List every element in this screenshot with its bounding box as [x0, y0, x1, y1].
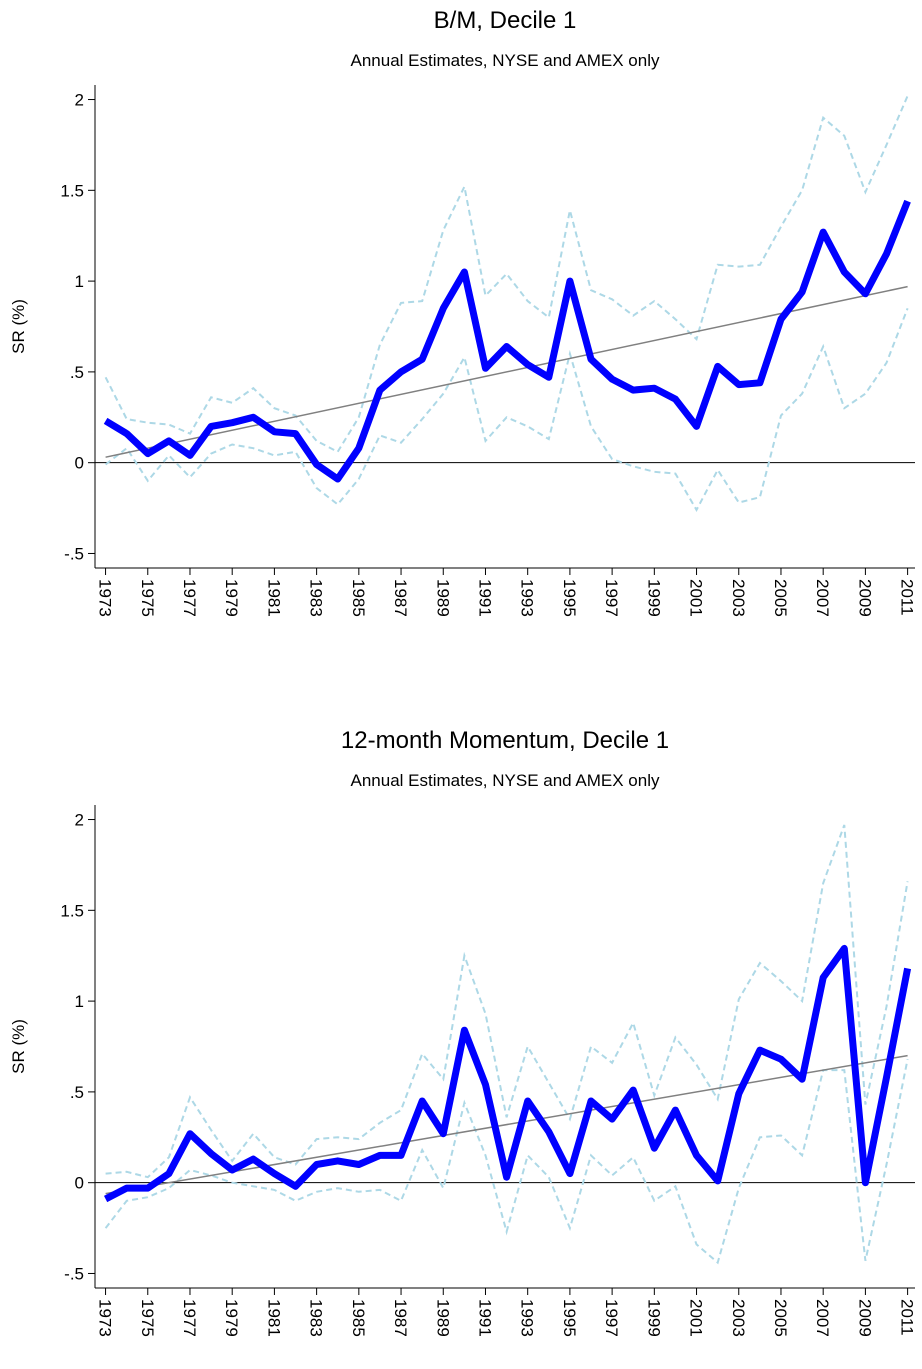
chart-subtitle: Annual Estimates, NYSE and AMEX only	[351, 771, 660, 790]
x-tick-label: 1973	[96, 1299, 115, 1337]
x-tick-label: 1975	[138, 579, 157, 617]
x-tick-label: 2005	[771, 579, 790, 617]
y-tick-label: 1.5	[60, 901, 84, 920]
line-series	[104, 307, 909, 512]
y-tick-label: 2	[75, 811, 84, 830]
x-tick-label: 1989	[433, 1299, 452, 1337]
x-tick-label: 1985	[349, 579, 368, 617]
y-tick-label: 1	[75, 992, 84, 1011]
x-tick-label: 1973	[96, 579, 115, 617]
x-tick-label: 2001	[687, 579, 706, 617]
x-tick-label: 1997	[602, 1299, 621, 1337]
line-series	[105, 824, 909, 1179]
line-series	[104, 1059, 909, 1265]
y-axis-title: SR (%)	[9, 299, 28, 354]
line-series	[105, 285, 908, 458]
x-tick-label: 1977	[180, 1299, 199, 1337]
y-tick-label: .5	[70, 363, 84, 382]
y-tick-label: 1	[75, 272, 84, 291]
line-series	[103, 944, 912, 1203]
line-series	[103, 199, 911, 483]
x-tick-label: 1981	[264, 1299, 283, 1337]
y-tick-label: -.5	[64, 1264, 84, 1283]
x-tick-label: 1993	[518, 579, 537, 617]
x-tick-label: 1995	[560, 1299, 579, 1337]
x-tick-label: 1991	[475, 579, 494, 617]
x-tick-label: 1977	[180, 579, 199, 617]
x-tick-label: 2007	[813, 579, 832, 617]
x-tick-label: 1997	[602, 579, 621, 617]
x-tick-label: 1989	[433, 579, 452, 617]
x-tick-label: 1979	[222, 1299, 241, 1337]
x-tick-label: 1999	[644, 579, 663, 617]
x-tick-label: 1991	[475, 1299, 494, 1337]
y-tick-label: 2	[75, 91, 84, 110]
x-tick-label: 1975	[138, 1299, 157, 1337]
y-axis-title: SR (%)	[9, 1019, 28, 1074]
y-tick-label: 0	[75, 454, 84, 473]
x-tick-label: 1987	[391, 579, 410, 617]
y-tick-label: 0	[75, 1174, 84, 1193]
x-tick-label: 1981	[264, 579, 283, 617]
x-tick-label: 1983	[307, 1299, 326, 1337]
x-tick-label: 2003	[729, 579, 748, 617]
x-tick-label: 1993	[518, 1299, 537, 1337]
x-tick-label: 2003	[729, 1299, 748, 1337]
x-tick-label: 1985	[349, 1299, 368, 1337]
x-tick-label: 1983	[307, 579, 326, 617]
y-tick-label: .5	[70, 1083, 84, 1102]
x-tick-label: 1999	[644, 1299, 663, 1337]
x-tick-label: 2007	[813, 1299, 832, 1337]
line-series	[105, 1054, 908, 1195]
x-tick-label: 1979	[222, 579, 241, 617]
line-series	[104, 95, 909, 454]
x-tick-label: 1995	[560, 579, 579, 617]
chart-title: B/M, Decile 1	[434, 7, 577, 34]
y-tick-label: -.5	[64, 544, 84, 563]
x-tick-label: 1987	[391, 1299, 410, 1337]
chart-title: 12-month Momentum, Decile 1	[341, 727, 669, 754]
x-tick-label: 2009	[855, 579, 874, 617]
x-tick-label: 2001	[687, 1299, 706, 1337]
y-tick-label: 1.5	[60, 181, 84, 200]
chart-subtitle: Annual Estimates, NYSE and AMEX only	[351, 51, 660, 70]
x-tick-label: 2005	[771, 1299, 790, 1337]
x-tick-label: 2011	[898, 579, 917, 616]
x-tick-label: 2011	[898, 1299, 917, 1336]
x-tick-label: 2009	[855, 1299, 874, 1337]
